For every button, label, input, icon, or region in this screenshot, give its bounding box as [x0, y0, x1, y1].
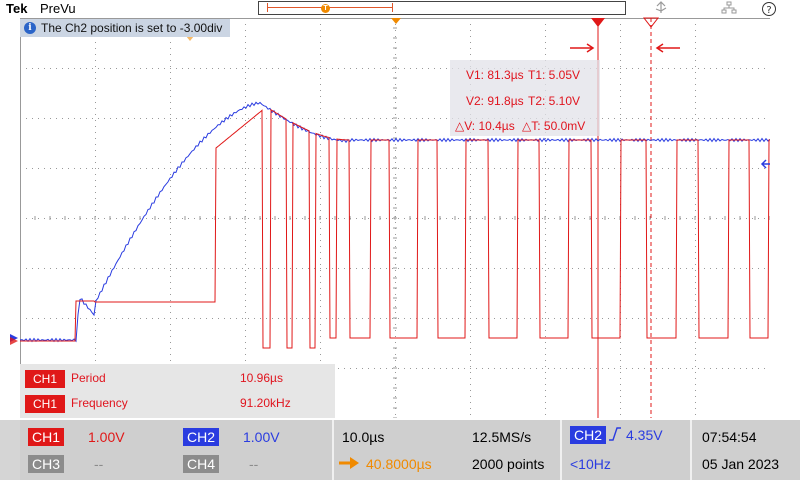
measurement-channel-badge: CH1	[25, 370, 65, 388]
trigger-level[interactable]: 4.35V	[626, 427, 663, 443]
cursor-t2: T2: 5.10V	[528, 94, 581, 108]
ch4-scale[interactable]: --	[249, 456, 259, 472]
channel-section[interactable]: CH1 1.00V CH2 1.00V CH3 -- CH4 --	[20, 420, 332, 480]
waveform-traces	[20, 101, 770, 349]
measurement-name: Period	[71, 371, 106, 385]
measurement-value: 91.20kHz	[240, 396, 291, 410]
ch1-waveform	[20, 108, 770, 349]
cursor1-top-marker	[591, 18, 605, 27]
cursor1-arrow	[570, 43, 595, 53]
timebase-section[interactable]: 10.0µs 12.5MS/s 40.8000µs 2000 points	[334, 420, 560, 480]
trigger-level-marker	[760, 159, 770, 169]
network-icon	[720, 1, 738, 17]
measurement-value: 10.96µs	[240, 371, 283, 385]
record-length: 2000 points	[472, 456, 545, 472]
info-icon: i	[24, 22, 36, 34]
record-view-bar[interactable]: T	[258, 1, 626, 15]
trigger-frequency: <10Hz	[570, 456, 611, 472]
status-bar: CH1 1.00V CH2 1.00V CH3 -- CH4 -- 10.0µs…	[0, 420, 800, 480]
waveform-display[interactable]	[20, 18, 770, 418]
brand-logo: Tek	[6, 1, 28, 16]
ch2-badge[interactable]: CH2	[183, 428, 219, 446]
clock-section[interactable]: 07:54:54 05 Jan 2023	[692, 420, 800, 480]
divider	[560, 420, 562, 480]
horizontal-position[interactable]: 40.8000µs	[366, 456, 432, 472]
top-bar: Tek PreVu T ?	[0, 0, 800, 18]
measurement-row[interactable]: CH1 Period 10.96µs	[25, 370, 330, 388]
ch3-scale[interactable]: --	[94, 456, 104, 472]
trigger-position-arrow-icon	[338, 456, 360, 473]
ch4-badge[interactable]: CH4	[183, 455, 219, 473]
trigger-section[interactable]: CH2 4.35V <10Hz	[562, 420, 690, 480]
rising-edge-icon	[608, 426, 622, 445]
ch1-scale[interactable]: 1.00V	[88, 429, 125, 445]
ch2-scale[interactable]: 1.00V	[243, 429, 280, 445]
usb-icon	[652, 1, 670, 17]
measurement-channel-badge: CH1	[25, 395, 65, 413]
trigger-source-badge[interactable]: CH2	[570, 426, 606, 444]
cursor-v2: V2: 91.8µs	[466, 94, 524, 108]
measurement-panel[interactable]: CH1 Period 10.96µs CH1 Frequency 91.20kH…	[20, 364, 335, 418]
timebase-scale[interactable]: 10.0µs	[342, 429, 385, 445]
info-message: The Ch2 position is set to -3.00div	[41, 21, 223, 35]
info-banner: i The Ch2 position is set to -3.00div	[20, 19, 230, 37]
clock-date: 05 Jan 2023	[702, 456, 780, 472]
record-marker-icon	[186, 36, 194, 41]
cursor2-arrow	[655, 43, 680, 53]
ch1-badge[interactable]: CH1	[28, 428, 64, 446]
sample-rate: 12.5MS/s	[472, 429, 532, 445]
acquisition-state: PreVu	[40, 1, 76, 16]
divider	[690, 420, 692, 480]
divider	[332, 420, 334, 480]
ch3-badge[interactable]: CH3	[28, 455, 64, 473]
trigger-position-marker	[391, 18, 401, 24]
help-icon[interactable]: ?	[760, 1, 778, 17]
record-window-indicator	[267, 3, 393, 12]
record-trigger-marker: T	[321, 4, 330, 13]
cursor-delta-t: △T: 50.0mV	[522, 119, 586, 133]
measurement-name: Frequency	[71, 396, 128, 410]
marker-layer	[10, 17, 770, 345]
cursor-readout[interactable]: V1: 81.3µs T1: 5.05V V2: 91.8µs T2: 5.10…	[450, 60, 600, 136]
cursor2-top-marker	[642, 17, 660, 28]
ch-ground-marker-red	[10, 337, 18, 345]
cursor-delta-v: △V: 10.4µs	[455, 119, 515, 133]
svg-text:?: ?	[766, 5, 771, 16]
measurement-row[interactable]: CH1 Frequency 91.20kHz	[25, 395, 330, 413]
clock-time: 07:54:54	[702, 429, 757, 445]
cursor-t1: T1: 5.05V	[528, 68, 581, 82]
cursor-v1: V1: 81.3µs	[466, 68, 524, 82]
